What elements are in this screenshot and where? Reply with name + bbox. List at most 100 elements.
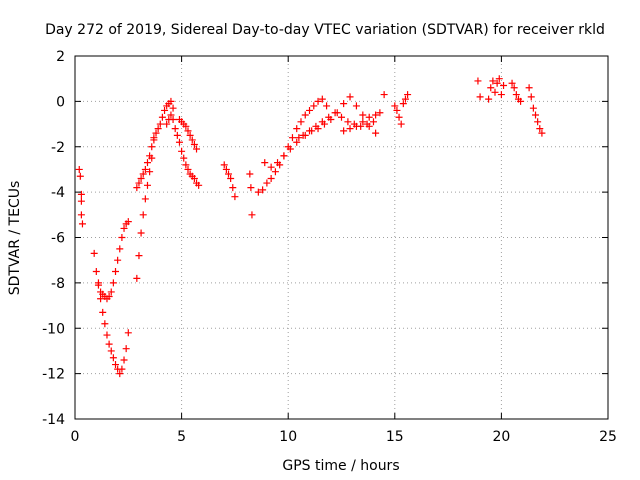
series-o <box>474 75 508 103</box>
data-point <box>186 131 194 139</box>
data-point <box>182 161 190 169</box>
data-point <box>538 129 546 137</box>
data-point <box>476 93 484 101</box>
data-point <box>178 147 186 155</box>
data-point <box>248 211 256 219</box>
x-tick-label: 15 <box>386 429 404 445</box>
data-point <box>133 274 141 282</box>
data-point <box>340 127 348 135</box>
data-point <box>139 170 147 178</box>
data-point <box>254 188 262 196</box>
y-tick-label: -8 <box>51 276 65 292</box>
data-point <box>297 118 305 126</box>
y-axis-label: SDTVAR / TECUs <box>7 181 23 296</box>
data-point <box>195 181 203 189</box>
data-point <box>525 84 533 92</box>
data-point <box>527 93 535 101</box>
data-point <box>395 113 403 121</box>
data-point <box>369 118 377 126</box>
data-point <box>120 356 128 364</box>
grid-layer <box>75 56 608 419</box>
chart-title: Day 272 of 2019, Sidereal Day-to-day VTE… <box>45 22 605 38</box>
data-point <box>323 102 331 110</box>
series-a <box>75 165 86 228</box>
data-point <box>231 193 239 201</box>
data-point <box>150 136 158 144</box>
data-point <box>141 195 149 203</box>
data-point <box>114 256 122 264</box>
data-point <box>105 340 113 348</box>
series-e <box>133 97 177 192</box>
data-point <box>143 181 151 189</box>
data-point <box>393 106 401 114</box>
data-point <box>246 170 254 178</box>
tick-layer: 0 5 10 15 20 25 -14 -12 -10 -8 -6 -4 -2 0 2 <box>42 49 617 445</box>
data-point <box>247 184 255 192</box>
data-point <box>222 165 230 173</box>
data-point <box>306 106 314 114</box>
x-tick-label: 0 <box>71 429 80 445</box>
data-point <box>120 224 128 232</box>
data-point <box>536 125 544 133</box>
data-point <box>220 161 228 169</box>
series-p <box>508 79 525 105</box>
data-point <box>286 145 294 153</box>
data-point <box>497 91 505 99</box>
data-point <box>167 111 175 119</box>
series-h <box>220 161 239 201</box>
y-tick-label: -4 <box>51 185 65 201</box>
data-point <box>137 175 145 183</box>
y-tick-label: -12 <box>42 367 65 383</box>
data-point <box>109 279 117 287</box>
data-point <box>333 109 341 117</box>
y-tick-label: -14 <box>42 412 65 428</box>
data-point <box>532 111 540 119</box>
data-point <box>118 234 126 241</box>
data-point <box>163 120 171 128</box>
data-point <box>92 268 100 276</box>
data-point <box>397 120 405 128</box>
data-point <box>154 125 162 133</box>
data-point <box>173 131 181 139</box>
data-point <box>116 245 124 253</box>
data-point <box>112 361 120 369</box>
data-point <box>137 229 145 237</box>
data-point <box>293 125 301 133</box>
data-point <box>344 118 352 126</box>
data-point <box>493 79 501 87</box>
data-point <box>107 347 115 355</box>
data-point <box>225 170 233 178</box>
data-point <box>346 125 354 133</box>
data-point <box>112 268 120 276</box>
x-tick-label: 10 <box>279 429 297 445</box>
y-tick-label: -6 <box>51 231 65 247</box>
data-point <box>169 104 177 112</box>
data-point <box>534 118 542 126</box>
data-point <box>340 100 348 108</box>
data-point <box>77 197 85 205</box>
data-point <box>293 138 301 146</box>
data-point <box>133 184 141 192</box>
data-point <box>107 288 115 296</box>
data-point <box>274 159 282 167</box>
data-point <box>75 165 83 173</box>
data-point <box>175 138 183 146</box>
data-point <box>152 129 160 137</box>
data-point <box>271 168 279 176</box>
data-point <box>94 279 102 287</box>
data-point <box>103 331 111 339</box>
data-point <box>327 116 335 124</box>
data-point <box>512 91 520 99</box>
data-point <box>487 84 495 92</box>
series-i <box>246 170 256 219</box>
data-point <box>227 175 235 183</box>
data-point <box>261 159 269 167</box>
data-point <box>116 370 124 378</box>
data-point <box>391 102 399 110</box>
data-point <box>184 165 192 173</box>
data-point <box>124 218 132 226</box>
data-point <box>359 118 367 126</box>
data-point <box>97 295 105 303</box>
data-points-layer <box>75 75 546 378</box>
